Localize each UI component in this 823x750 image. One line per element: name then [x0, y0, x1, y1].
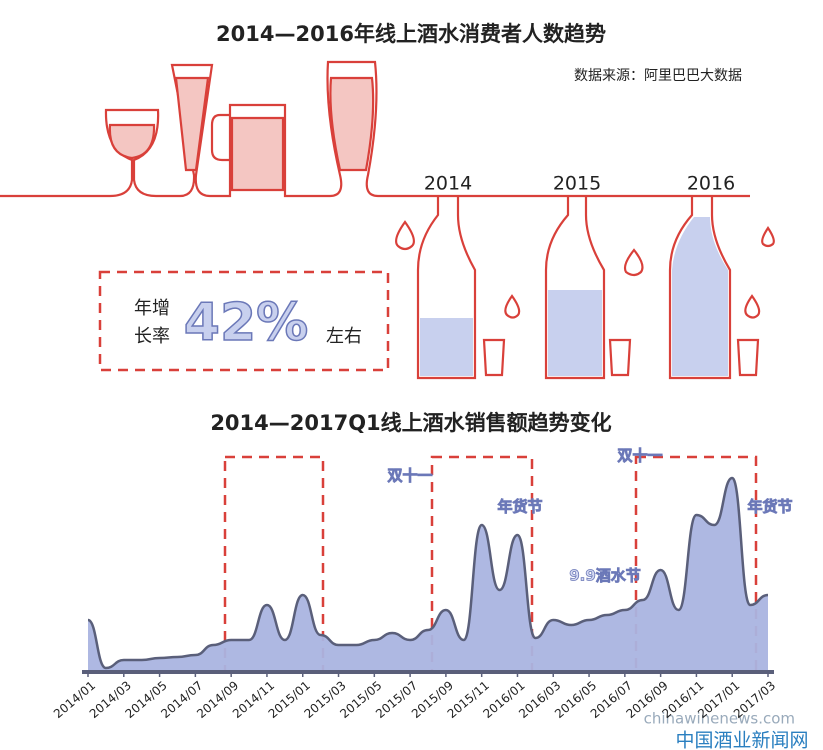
watermark-name: 中国酒业新闻网	[675, 730, 808, 750]
source: 数据来源：阿里巴巴大数据	[574, 68, 742, 84]
glasses	[0, 60, 750, 198]
annotation: 年货节	[747, 498, 792, 516]
growth-value: 42%	[184, 293, 308, 353]
bottles	[395, 196, 775, 380]
growth-suffix: 左右	[326, 326, 362, 347]
growth-box	[98, 270, 390, 372]
watermark-url: chinawinenews.com	[644, 710, 795, 728]
growth-line2: 长率	[134, 326, 170, 347]
year-label: 2014	[424, 173, 472, 195]
annotation: 年货节	[497, 498, 542, 516]
year-label: 2015	[553, 173, 601, 195]
line	[87, 476, 769, 670]
annotation: 9.9酒水节	[569, 567, 641, 585]
annotation: 双十一	[387, 467, 432, 485]
growth-line1: 年增	[134, 298, 170, 319]
annotation: 双十一	[617, 447, 662, 465]
title: 2014—2016年线上酒水消费者人数趋势	[216, 22, 606, 46]
chart-title: 2014—2017Q1线上酒水销售额趋势变化	[210, 411, 611, 435]
year-label: 2016	[687, 173, 735, 195]
